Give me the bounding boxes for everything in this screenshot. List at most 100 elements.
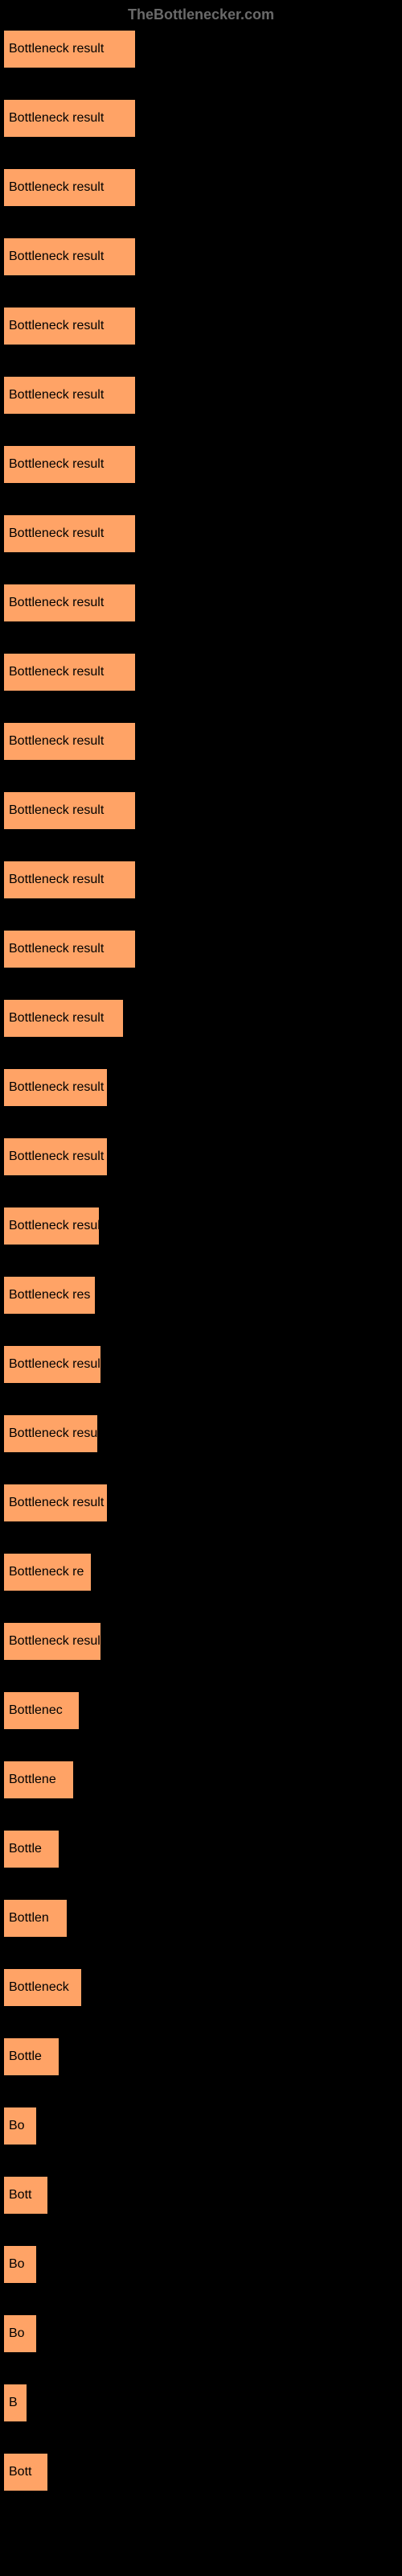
bar: Bottle (3, 2037, 59, 2076)
bar-label: Bott (9, 2465, 31, 2479)
bar-label: Bottleneck result (9, 526, 104, 541)
bar-label: Bottleneck result (9, 180, 104, 195)
bar-row: Bott (3, 2176, 399, 2223)
bar: Bottleneck result (3, 1622, 101, 1661)
bar: Bottleneck result (3, 30, 136, 68)
bar-label: Bottleneck result (9, 803, 104, 818)
bar: Bottleneck result (3, 237, 136, 276)
bar-row: Bottleneck result (3, 930, 399, 976)
bar-row: Bottlen (3, 1899, 399, 1946)
bar: Bottleneck result (3, 1207, 100, 1245)
bar-row: Bottleneck result (3, 307, 399, 353)
bar-row: Bottleneck result (3, 168, 399, 215)
bar: Bottleneck result (3, 168, 136, 207)
bar-label: Bo (9, 2257, 25, 2272)
bar-row: Bottleneck result (3, 791, 399, 838)
bar-label: Bottleneck result (9, 1080, 104, 1095)
bar: Bottleneck result (3, 653, 136, 691)
bar: Bo (3, 2245, 37, 2284)
bar-label: Bottleneck result (9, 111, 104, 126)
bar-label: Bottleneck result (9, 596, 104, 610)
bar-label: Bottleneck result (9, 1011, 104, 1026)
bar-row: Bottleneck resu (3, 1414, 399, 1461)
bar: Bott (3, 2176, 48, 2215)
bar: Bottleneck result (3, 514, 136, 553)
bar: Bottleneck result (3, 1137, 108, 1176)
bar-row: Bottleneck result (3, 861, 399, 907)
bar-row: Bottlene (3, 1761, 399, 1807)
bar: Bo (3, 2107, 37, 2145)
bar-label: Bottleneck result (9, 1496, 104, 1510)
bar: B (3, 2384, 27, 2422)
bar: Bottleneck result (3, 99, 136, 138)
bar-label: Bottleneck resu (9, 1426, 97, 1441)
bar-row: Bottleneck result (3, 1345, 399, 1392)
bar-row: Bottleneck re (3, 1553, 399, 1600)
bar-label: Bottleneck result (9, 734, 104, 749)
bar-label: Bo (9, 2119, 25, 2133)
bar: Bo (3, 2314, 37, 2353)
bar: Bottleneck result (3, 1345, 101, 1384)
bar: Bottleneck res (3, 1276, 96, 1315)
bar-row: Bottle (3, 1830, 399, 1876)
bar-row: Bottleneck result (3, 999, 399, 1046)
bar: Bottleneck resu (3, 1414, 98, 1453)
bar-row: Bottleneck res (3, 1276, 399, 1323)
bar-row: Bottleneck result (3, 722, 399, 769)
bar-row: Bottleneck result (3, 376, 399, 423)
bar-label: Bottleneck result (9, 665, 104, 679)
bar-row: Bottlenec (3, 1691, 399, 1738)
bar-label: Bottleneck result (9, 1150, 104, 1164)
bar-row: B (3, 2384, 399, 2430)
bottleneck-chart: Bottleneck result Bottleneck result Bottle… (0, 30, 402, 2500)
bar-label: Bottleneck (9, 1980, 69, 1995)
bar-label: Bottlene (9, 1773, 56, 1787)
bar: Bottleneck result (3, 722, 136, 761)
bar-row: Bottleneck result (3, 99, 399, 146)
bar: Bottle (3, 1830, 59, 1868)
bar-row: Bottleneck result (3, 584, 399, 630)
bar-row: Bottleneck result (3, 1068, 399, 1115)
bar-label: Bottleneck result (9, 873, 104, 887)
bar-row: Bo (3, 2107, 399, 2153)
bar-label: Bottleneck result (9, 42, 104, 56)
bar-row: Bottleneck (3, 1968, 399, 2015)
bar: Bottleneck result (3, 1068, 108, 1107)
bar-label: Bottle (9, 1842, 42, 1856)
bar-row: Bo (3, 2314, 399, 2361)
bar-row: Bottleneck result (3, 1137, 399, 1184)
bar: Bottlene (3, 1761, 74, 1799)
bar-row: Bottleneck result (3, 1207, 399, 1253)
bar-row: Bottleneck result (3, 1484, 399, 1530)
bar: Bottlenec (3, 1691, 80, 1730)
bar-label: Bottle (9, 2050, 42, 2064)
bar-row: Bottleneck result (3, 445, 399, 492)
bar-label: Bottleneck result (9, 319, 104, 333)
bar-label: Bottleneck result (9, 388, 104, 402)
bar-label: Bottleneck re (9, 1565, 84, 1579)
bar: Bottleneck result (3, 445, 136, 484)
bar-label: Bottlenec (9, 1703, 63, 1718)
bar-label: Bottleneck res (9, 1288, 90, 1302)
bar-label: Bo (9, 2326, 25, 2341)
bar: Bottleneck result (3, 930, 136, 968)
bar-label: Bottleneck result (9, 457, 104, 472)
bar: Bottleneck result (3, 584, 136, 622)
bar: Bottlen (3, 1899, 68, 1938)
bar: Bott (3, 2453, 48, 2491)
bar-label: Bottleneck result (9, 942, 104, 956)
bar: Bottleneck result (3, 376, 136, 415)
site-logo: TheBottlenecker.com (0, 0, 402, 30)
bar-row: Bottleneck result (3, 30, 399, 76)
bar-row: Bottle (3, 2037, 399, 2084)
bar: Bottleneck result (3, 861, 136, 899)
bar-label: Bottlen (9, 1911, 49, 1926)
bar-label: Bott (9, 2188, 31, 2202)
bar: Bottleneck result (3, 307, 136, 345)
bar-label: Bottleneck result (9, 1634, 101, 1649)
bar: Bottleneck re (3, 1553, 92, 1591)
bar: Bottleneck result (3, 999, 124, 1038)
bar-row: Bottleneck result (3, 1622, 399, 1669)
bar: Bottleneck result (3, 791, 136, 830)
bar: Bottleneck (3, 1968, 82, 2007)
